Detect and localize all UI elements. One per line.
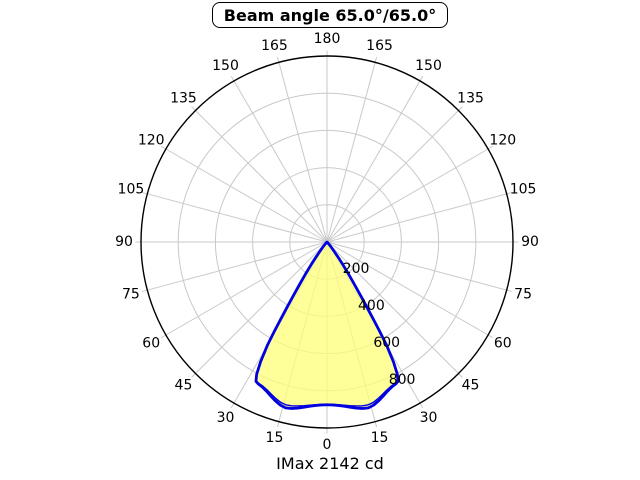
angle-tick-label: 15: [266, 430, 284, 446]
angle-tick-label: 60: [142, 336, 160, 352]
angle-tick-label: 150: [212, 58, 239, 74]
angle-tick-label: 30: [420, 410, 438, 426]
angle-tick-label: 165: [366, 38, 393, 54]
grid-spoke: [326, 241, 494, 339]
angle-tick-label: 75: [514, 287, 532, 303]
angle-tick-label: 60: [494, 336, 512, 352]
chart-title: Beam angle 65.0°/65.0°: [212, 2, 448, 28]
angle-tick-label: 120: [138, 133, 165, 149]
grid-spoke: [230, 75, 328, 243]
radial-tick-label: 600: [373, 335, 400, 351]
grid-spoke: [326, 56, 378, 243]
imax-caption: IMax 2142 cd: [276, 454, 384, 473]
angle-tick-label: 45: [462, 378, 480, 394]
grid-spoke: [160, 145, 328, 243]
angle-tick-label: 105: [118, 181, 145, 197]
angle-tick-label: 165: [261, 38, 288, 54]
grid-spoke: [191, 241, 328, 378]
angle-tick-label: 15: [371, 430, 389, 446]
grid-spoke: [326, 191, 513, 243]
grid-spoke: [326, 75, 424, 243]
angle-tick-label: 90: [521, 234, 539, 250]
grid-spoke: [326, 241, 513, 293]
angle-tick-label: 120: [489, 133, 516, 149]
grid-spoke: [276, 56, 328, 243]
angle-tick-label: 135: [170, 90, 197, 106]
radial-tick-label: 800: [389, 372, 416, 388]
beam-region-fill: [255, 242, 399, 409]
radial-tick-label: 200: [343, 261, 370, 277]
angle-tick-label: 30: [217, 410, 235, 426]
angle-tick-label: 0: [323, 437, 332, 453]
angle-tick-label: 180: [314, 31, 341, 47]
grid-spoke: [191, 106, 328, 243]
angle-tick-label: 105: [510, 181, 537, 197]
grid-spoke: [326, 241, 463, 378]
grid-spoke: [141, 241, 328, 293]
grid-spoke: [326, 106, 463, 243]
angle-tick-label: 135: [457, 90, 484, 106]
angle-tick-label: 75: [122, 287, 140, 303]
grid-spoke: [326, 145, 494, 243]
radial-tick-label: 400: [358, 298, 385, 314]
beam-curve-c0: [254, 240, 400, 410]
chart-title-text: Beam angle 65.0°/65.0°: [223, 5, 437, 25]
angle-tick-label: 150: [415, 58, 442, 74]
outer-ring: [140, 55, 514, 429]
grid-spoke: [141, 191, 328, 243]
angle-tick-label: 90: [115, 234, 133, 250]
angle-tick-label: 45: [175, 378, 193, 394]
grid-spoke: [160, 241, 328, 339]
